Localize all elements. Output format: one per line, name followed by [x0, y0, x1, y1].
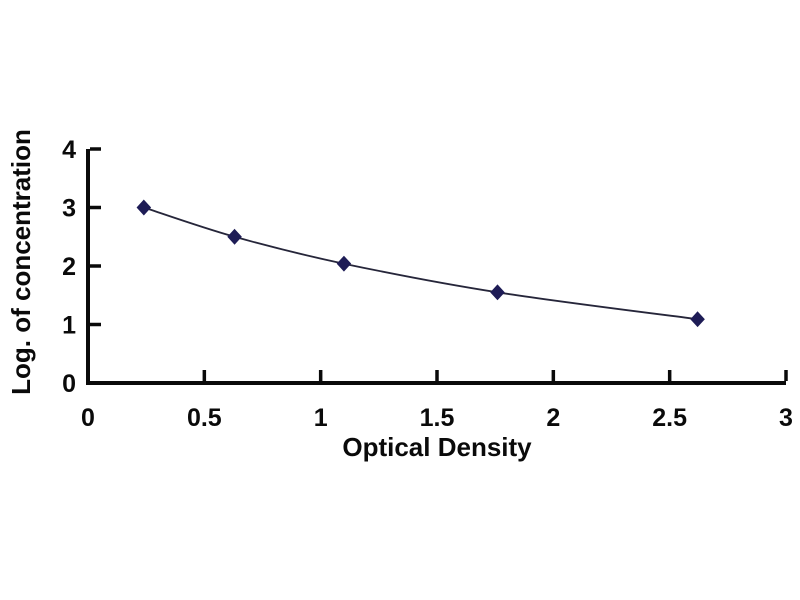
y-axis-tick-label: 4	[62, 136, 76, 164]
x-axis-tick-label: 0	[81, 404, 95, 432]
data-point-marker	[490, 284, 505, 301]
data-point-marker	[690, 311, 705, 328]
data-point-marker	[136, 199, 152, 216]
plot-area: 0 0.5 1 1.5 2 2.5 3 0 1 2 3 4	[62, 136, 793, 432]
x-axis-title: Optical Density	[342, 432, 532, 462]
x-axis-tick-label: 2.5	[652, 404, 687, 432]
y-axis-title: Log. of concentration	[6, 129, 36, 395]
x-axis-tick-label: 1	[314, 404, 328, 432]
x-axis-tick-label: 0.5	[187, 404, 222, 432]
x-axis-tick-label: 1.5	[420, 404, 455, 432]
standard-curve-line	[143, 206, 698, 321]
data-point-marker	[227, 228, 242, 245]
y-axis-tick-label: 1	[62, 312, 76, 340]
y-axis-tick-label: 2	[62, 253, 76, 281]
x-axis-tick-label: 2	[546, 404, 560, 432]
x-axis-tick-label: 3	[779, 404, 793, 432]
axis-spines	[86, 149, 786, 385]
y-axis-tick-label: 3	[62, 195, 76, 223]
data-point-marker	[336, 255, 352, 272]
y-axis-tick-label: 0	[62, 370, 76, 398]
